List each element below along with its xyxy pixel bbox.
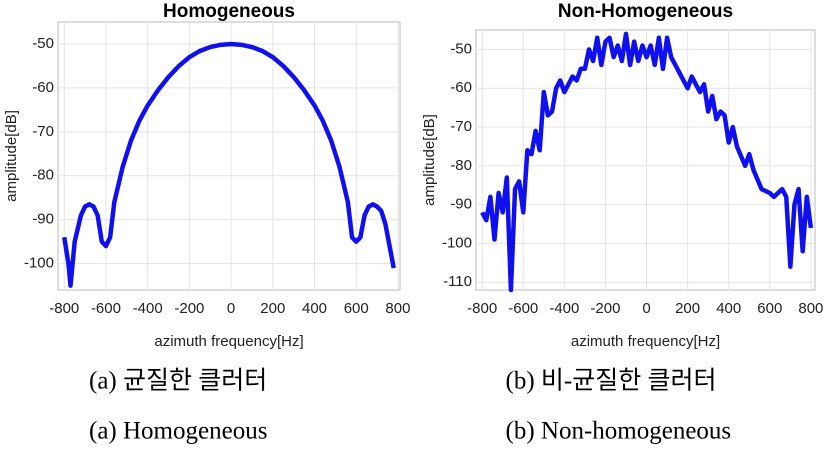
y-tick-label: -90: [32, 211, 54, 228]
x-tick-label: 800: [798, 300, 823, 317]
x-tick-label: 0: [642, 300, 650, 317]
x-tick-label: -400: [549, 300, 579, 317]
caption: (b) 비-균질한 클러터: [506, 367, 717, 395]
y-tick-label: -50: [450, 40, 472, 57]
y-tick-label: -110: [443, 273, 472, 290]
chart-title: Non-Homogeneous: [558, 1, 733, 22]
x-tick-label: 600: [344, 300, 369, 317]
x-tick-label: -600: [91, 300, 121, 317]
x-tick-label: -600: [508, 300, 538, 317]
y-tick-label: -60: [450, 79, 472, 96]
y-tick-label: -70: [32, 123, 54, 140]
y-tick-label: -100: [24, 255, 54, 272]
x-tick-label: 600: [757, 300, 782, 317]
caption: (a) 균질한 클러터: [89, 367, 267, 395]
chart-title: Homogeneous: [163, 1, 295, 22]
y-tick-label: -80: [450, 157, 472, 174]
y-tick-label: -50: [32, 35, 54, 52]
x-tick-label: -800: [49, 300, 79, 317]
x-tick-label: 400: [302, 300, 327, 317]
y-axis-label: amplitude[dB]: [3, 110, 20, 202]
y-tick-label: -90: [450, 196, 472, 213]
x-tick-label: 200: [675, 300, 700, 317]
x-tick-label: -800: [467, 300, 497, 317]
y-tick-label: -80: [32, 167, 54, 184]
plot-area: [475, 29, 816, 291]
x-tick-label: -200: [174, 300, 204, 317]
y-axis-label: amplitude[dB]: [421, 114, 438, 206]
x-tick-label: 800: [385, 300, 410, 317]
y-tick-label: -70: [450, 118, 472, 135]
x-tick-label: -400: [133, 300, 163, 317]
x-tick-label: 400: [716, 300, 741, 317]
data-line: [62, 41, 396, 288]
y-tick-label: -60: [32, 79, 54, 96]
x-axis-label: azimuth frequency[Hz]: [571, 333, 720, 350]
caption: (b) Non-homogeneous: [506, 418, 732, 445]
caption: (a) Homogeneous: [89, 418, 267, 445]
x-axis-label: azimuth frequency[Hz]: [154, 333, 303, 350]
data-line: [480, 31, 814, 293]
x-tick-label: 200: [260, 300, 285, 317]
y-tick-label: -100: [442, 234, 472, 251]
x-tick-label: 0: [227, 300, 235, 317]
x-tick-label: -200: [590, 300, 620, 317]
plot-area: [57, 21, 401, 291]
